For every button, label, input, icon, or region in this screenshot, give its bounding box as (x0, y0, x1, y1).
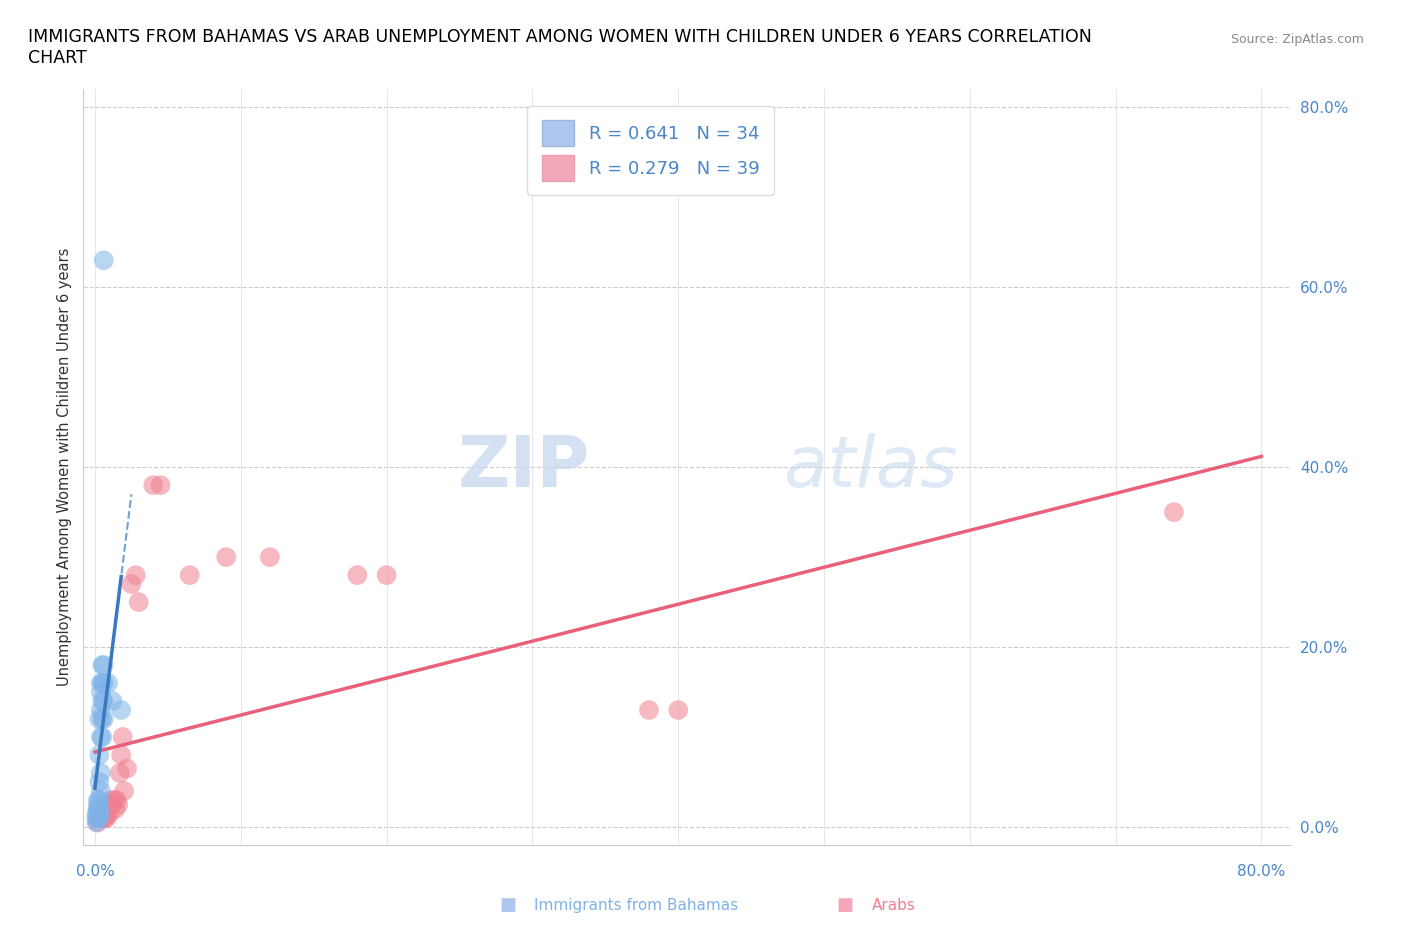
Point (1163, 505, 1185, 520)
Text: Immigrants from Bahamas: Immigrants from Bahamas (534, 897, 738, 912)
Point (87, 815, 110, 830)
Text: IMMIGRANTS FROM BAHAMAS VS ARAB UNEMPLOYMENT AMONG WOMEN WITH CHILDREN UNDER 6 Y: IMMIGRANTS FROM BAHAMAS VS ARAB UNEMPLOY… (28, 28, 1092, 67)
Point (90, 684, 112, 699)
Point (89, 802, 111, 817)
Point (89, 811, 111, 826)
Point (93, 675, 115, 690)
Text: Arabs: Arabs (872, 897, 915, 912)
Point (107, 797, 129, 812)
Text: ■: ■ (499, 896, 516, 913)
Point (90, 729, 112, 744)
Point (115, 761, 138, 776)
Point (105, 792, 128, 807)
Point (91, 811, 114, 826)
Point (93, 802, 115, 817)
Point (101, 694, 124, 709)
Point (89, 811, 111, 826)
Point (120, 577, 142, 591)
Point (100, 797, 122, 812)
Point (90, 811, 112, 826)
Point (93, 694, 115, 709)
Point (638, 702, 661, 717)
Point (90, 765, 112, 780)
Point (96, 806, 118, 821)
Point (89, 792, 111, 807)
Point (111, 729, 134, 744)
Point (128, 594, 150, 609)
Point (108, 765, 131, 780)
Point (87, 797, 110, 812)
Point (86, 811, 108, 826)
Point (142, 478, 165, 493)
Point (89, 775, 111, 790)
Point (149, 478, 172, 493)
Text: Source: ZipAtlas.com: Source: ZipAtlas.com (1230, 33, 1364, 46)
Point (100, 792, 122, 807)
Point (90, 702, 112, 717)
Point (93, 658, 115, 672)
Point (103, 792, 125, 807)
Point (91, 806, 114, 821)
Point (96, 811, 118, 826)
Point (101, 797, 124, 812)
Point (104, 802, 127, 817)
Point (112, 784, 135, 799)
Point (97, 802, 120, 817)
Point (94, 811, 117, 826)
Point (91, 694, 114, 709)
Point (110, 748, 132, 763)
Point (86, 806, 108, 821)
Point (86, 815, 108, 830)
Point (98, 806, 121, 821)
Point (91, 729, 114, 744)
Point (179, 567, 201, 582)
Point (87, 792, 110, 807)
Point (375, 567, 398, 582)
Point (87, 811, 110, 826)
Point (91, 658, 114, 672)
Point (125, 567, 148, 582)
Point (87, 806, 110, 821)
Point (346, 567, 368, 582)
Point (91, 675, 114, 690)
Point (93, 711, 115, 726)
Text: ■: ■ (837, 896, 853, 913)
Point (91, 711, 114, 726)
Text: ZIP: ZIP (458, 432, 591, 501)
Y-axis label: Unemployment Among Women with Children Under 6 years: Unemployment Among Women with Children U… (58, 248, 72, 686)
Point (90, 675, 112, 690)
Text: atlas: atlas (783, 432, 957, 501)
Legend: R = 0.641   N = 34, R = 0.279   N = 39: R = 0.641 N = 34, R = 0.279 N = 39 (527, 106, 775, 195)
Point (90, 806, 112, 821)
Text: 80.0%: 80.0% (1237, 865, 1285, 880)
Point (87, 802, 110, 817)
Point (89, 806, 111, 821)
Point (259, 550, 281, 565)
Point (97, 675, 120, 690)
Point (666, 702, 689, 717)
Point (89, 711, 111, 726)
Text: 0.0%: 0.0% (76, 865, 114, 880)
Point (215, 550, 238, 565)
Point (89, 748, 111, 763)
Point (110, 702, 132, 717)
Point (94, 802, 117, 817)
Point (93, 253, 115, 268)
Point (90, 784, 112, 799)
Point (93, 811, 115, 826)
